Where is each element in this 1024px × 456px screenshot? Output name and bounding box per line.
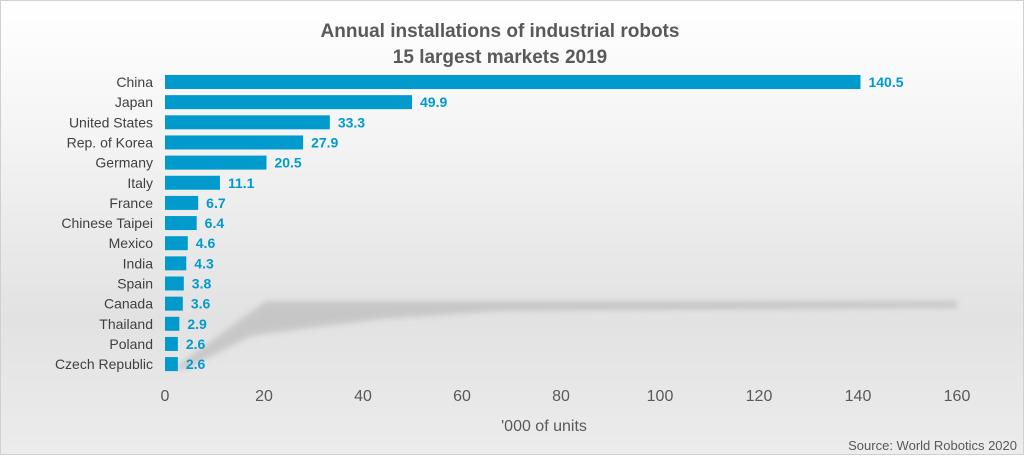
category-label: Japan [115,94,153,110]
x-tick-label: 40 [354,388,372,405]
bar [165,155,267,170]
x-tick-label: 100 [647,388,674,405]
x-tick-label: 140 [845,388,872,405]
bar [165,216,197,231]
bar [165,115,330,130]
x-tick-label: 120 [746,388,773,405]
data-label: 2.6 [186,356,206,372]
category-label: Spain [117,276,153,292]
data-label: 4.6 [196,235,216,251]
data-label: 4.3 [194,255,214,271]
category-label: Thailand [99,316,153,332]
bar [165,75,861,89]
data-label: 27.9 [311,134,338,150]
data-label: 20.5 [274,155,301,171]
category-label: United States [69,114,153,130]
category-label: Canada [104,296,153,312]
x-tick-label: 60 [453,388,471,405]
chart-subtitle: 15 largest markets 2019 [393,47,607,68]
bar [165,296,183,311]
x-axis-title: '000 of units [501,418,587,435]
x-tick-label: 160 [944,388,971,405]
data-label: 3.8 [192,276,212,292]
data-label: 2.6 [186,336,206,352]
bar [165,135,304,150]
bar [165,336,178,351]
bar [165,175,220,190]
bar [165,195,199,210]
bar [165,95,413,110]
data-label: 6.7 [206,195,226,211]
category-label: China [116,74,153,90]
decorative-shadow [173,301,957,369]
data-label: 6.4 [205,215,225,231]
x-tick-label: 0 [161,388,170,405]
data-label: 140.5 [868,74,903,90]
bar [165,276,184,291]
category-label: Mexico [109,235,154,251]
data-label: 33.3 [338,114,365,130]
bar [165,236,188,251]
category-label: France [109,195,153,211]
bar [165,316,180,331]
bar [165,357,178,372]
category-label: India [123,255,154,271]
x-tick-label: 80 [552,388,570,405]
data-label: 2.9 [187,316,207,332]
category-label: Italy [127,175,153,191]
data-label: 3.6 [191,296,211,312]
x-tick-label: 20 [255,388,273,405]
bar [165,256,187,271]
category-label: Rep. of Korea [67,134,154,150]
data-label: 11.1 [228,175,255,191]
category-label: Chinese Taipei [61,215,153,231]
chart-title: Annual installations of industrial robot… [321,21,680,42]
category-label: Germany [95,155,153,171]
source-note: Source: World Robotics 2020 [848,438,1017,453]
category-label: Poland [109,336,153,352]
data-label: 49.9 [420,94,447,110]
category-label: Czech Republic [55,356,153,372]
